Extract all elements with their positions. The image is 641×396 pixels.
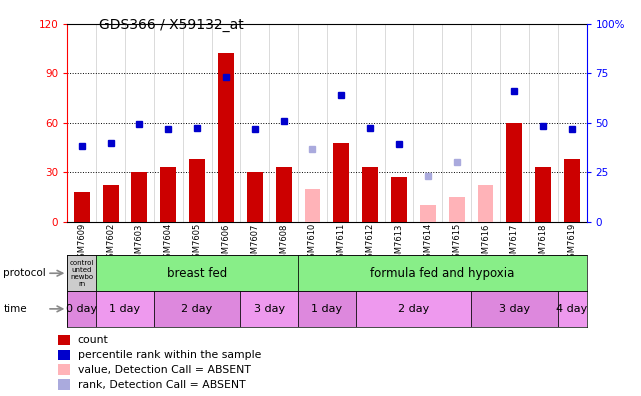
- Bar: [96, 255, 298, 291]
- Text: 2 day: 2 day: [181, 304, 213, 314]
- Bar: [103, 185, 119, 222]
- Bar: [189, 159, 205, 222]
- Bar: [160, 167, 176, 222]
- Bar: [131, 172, 147, 222]
- Text: 3 day: 3 day: [499, 304, 530, 314]
- Bar: [535, 167, 551, 222]
- Bar: [478, 185, 494, 222]
- Text: rank, Detection Call = ABSENT: rank, Detection Call = ABSENT: [78, 380, 246, 390]
- Text: 1 day: 1 day: [312, 304, 342, 314]
- Bar: [356, 291, 471, 327]
- Bar: [333, 143, 349, 222]
- Bar: [96, 291, 154, 327]
- Bar: [420, 205, 436, 222]
- Bar: [304, 189, 320, 222]
- Text: time: time: [3, 304, 27, 314]
- Bar: [558, 291, 587, 327]
- Bar: [449, 197, 465, 222]
- Bar: [240, 291, 298, 327]
- Bar: [58, 335, 70, 345]
- Text: 4 day: 4 day: [556, 304, 588, 314]
- Bar: [74, 192, 90, 222]
- Bar: [67, 255, 96, 291]
- Text: percentile rank within the sample: percentile rank within the sample: [78, 350, 261, 360]
- Bar: [564, 159, 580, 222]
- Text: 1 day: 1 day: [110, 304, 140, 314]
- Text: 3 day: 3 day: [254, 304, 285, 314]
- Bar: [298, 291, 356, 327]
- Bar: [391, 177, 407, 222]
- Text: GDS366 / X59132_at: GDS366 / X59132_at: [99, 18, 244, 32]
- Bar: [58, 379, 70, 390]
- Bar: [58, 350, 70, 360]
- Bar: [154, 291, 240, 327]
- Bar: [218, 53, 234, 222]
- Bar: [362, 167, 378, 222]
- Bar: [58, 364, 70, 375]
- Text: control
unted
newbo
rn: control unted newbo rn: [69, 260, 94, 287]
- Bar: [67, 291, 96, 327]
- Text: count: count: [78, 335, 108, 345]
- Bar: [276, 167, 292, 222]
- Text: formula fed and hypoxia: formula fed and hypoxia: [370, 267, 515, 280]
- Text: 2 day: 2 day: [398, 304, 429, 314]
- Bar: [247, 172, 263, 222]
- Bar: [471, 291, 558, 327]
- Text: breast fed: breast fed: [167, 267, 227, 280]
- Text: 0 day: 0 day: [66, 304, 97, 314]
- Text: value, Detection Call = ABSENT: value, Detection Call = ABSENT: [78, 365, 251, 375]
- Bar: [298, 255, 587, 291]
- Bar: [506, 123, 522, 222]
- Text: protocol: protocol: [3, 268, 46, 278]
